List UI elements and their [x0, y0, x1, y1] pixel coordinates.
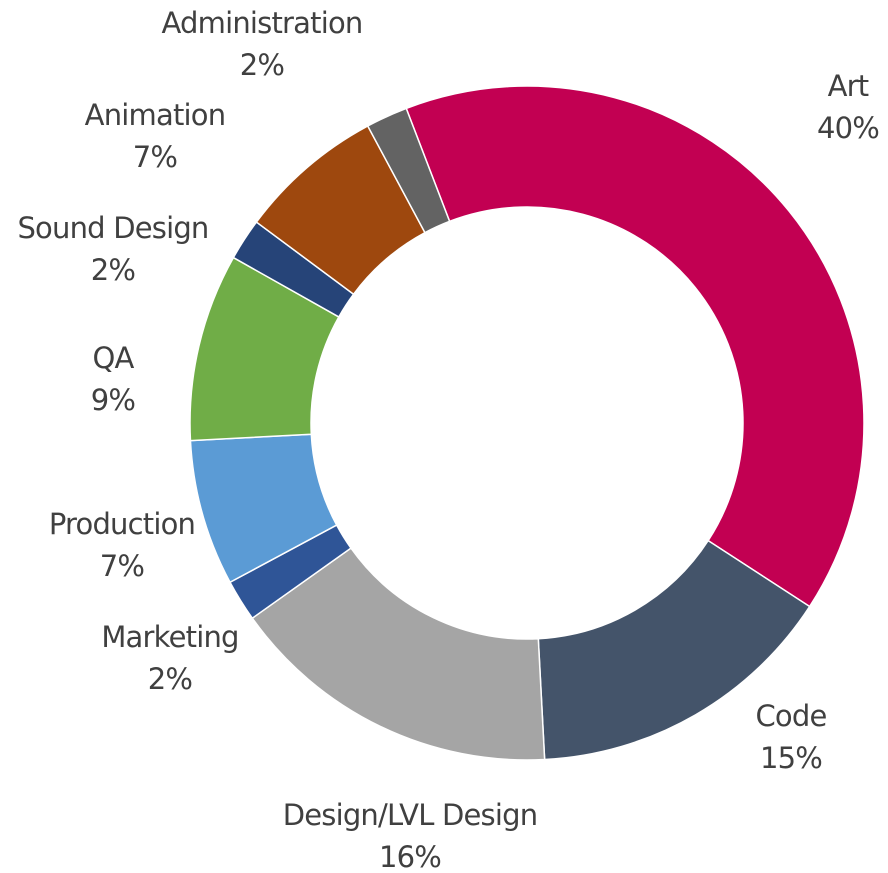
percent-label: 2%: [91, 253, 135, 287]
slice-art: [405, 85, 865, 608]
category-label: Code: [755, 699, 826, 733]
slice-administration: [366, 107, 451, 234]
slice-design-lvl-design: [251, 547, 546, 761]
slice-label-code: Code 15%: [755, 699, 826, 775]
slice-label-art: Art 40%: [817, 69, 879, 145]
category-label: Art: [828, 69, 869, 103]
percent-label: 2%: [148, 662, 192, 696]
percent-label: 15%: [760, 741, 822, 775]
slice-label-marketing: Marketing 2%: [101, 620, 238, 696]
percent-label: 16%: [379, 840, 441, 873]
percent-label: 9%: [91, 383, 135, 417]
labels-group: Art 40% Code 15% Design/LVL Design 16% Marketi…: [17, 6, 879, 873]
category-label: Design/LVL Design: [283, 798, 538, 832]
slice-label-design-lvl-design: Design/LVL Design 16%: [283, 798, 538, 873]
category-label: Marketing: [101, 620, 238, 654]
slice-label-sound-design: Sound Design 2%: [17, 211, 208, 287]
category-label: QA: [92, 341, 134, 375]
slice-label-production: Production 7%: [49, 507, 195, 583]
percent-label: 40%: [817, 111, 879, 145]
category-label: Administration: [161, 6, 362, 40]
category-label: Animation: [85, 98, 226, 132]
category-label: Sound Design: [17, 211, 208, 245]
slice-label-animation: Animation 7%: [85, 98, 226, 174]
slice-label-qa: QA 9%: [91, 341, 135, 417]
percent-label: 2%: [240, 48, 284, 82]
category-label: Production: [49, 507, 195, 541]
slice-label-administration: Administration 2%: [161, 6, 362, 82]
slices-group: [189, 85, 865, 761]
percent-label: 7%: [100, 549, 144, 583]
percent-label: 7%: [133, 140, 177, 174]
